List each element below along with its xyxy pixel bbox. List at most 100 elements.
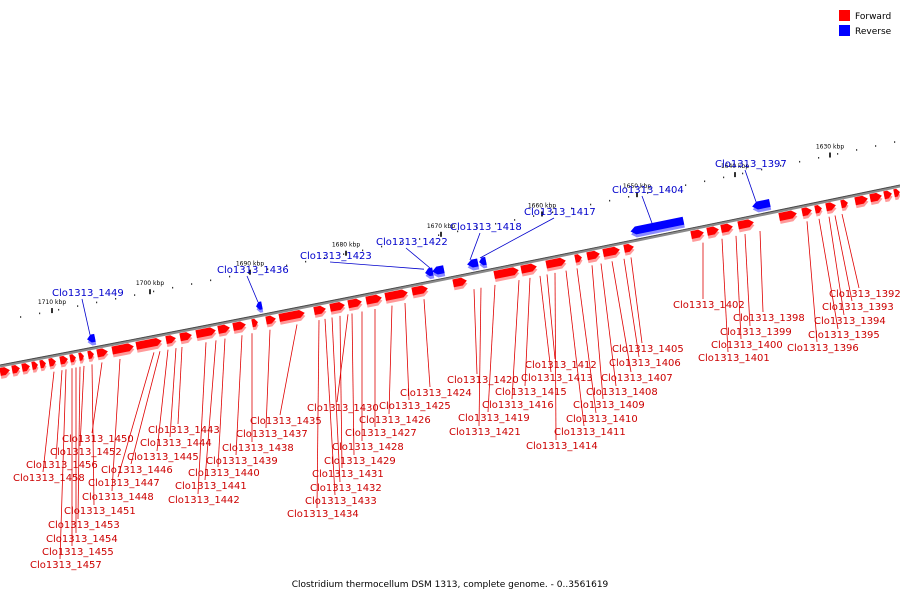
gene-feature[interactable] [545,257,567,272]
gene-feature[interactable] [854,195,869,209]
gene-feature[interactable] [87,350,95,363]
gene-feature[interactable] [778,209,798,224]
gene-feature[interactable] [737,218,755,233]
gene-feature[interactable] [165,334,177,347]
gene-feature[interactable] [329,301,346,315]
gene-label-clo1313-1413[interactable]: Clo1313_1413 [521,373,593,384]
gene-label-clo1313-1428[interactable]: Clo1313_1428 [332,442,404,453]
gene-label-clo1313-1400[interactable]: Clo1313_1400 [711,340,783,351]
gene-label-clo1313-1395[interactable]: Clo1313_1395 [808,330,880,341]
gene-feature[interactable] [893,188,900,201]
gene-label-clo1313-1420[interactable]: Clo1313_1420 [447,375,519,386]
gene-label-clo1313-1392[interactable]: Clo1313_1392 [829,289,900,300]
gene-feature[interactable] [623,243,635,256]
gene-label-clo1313-1396[interactable]: Clo1313_1396 [787,343,859,354]
gene-label-clo1313-1433[interactable]: Clo1313_1433 [305,496,377,507]
gene-feature[interactable] [278,309,306,325]
gene-feature[interactable] [232,321,247,334]
gene-label-clo1313-1399[interactable]: Clo1313_1399 [720,327,792,338]
gene-label-clo1313-1451[interactable]: Clo1313_1451 [64,506,136,517]
gene-label-clo1313-1412[interactable]: Clo1313_1412 [525,360,597,371]
gene-feature[interactable] [452,277,468,291]
gene-label-clo1313-1419[interactable]: Clo1313_1419 [458,413,530,424]
gene-label-clo1313-1404[interactable]: Clo1313_1404 [612,185,684,196]
gene-feature[interactable] [574,253,583,266]
gene-label-clo1313-1397[interactable]: Clo1313_1397 [715,159,787,170]
gene-feature[interactable] [179,331,193,345]
gene-feature[interactable] [21,362,31,375]
gene-label-clo1313-1456[interactable]: Clo1313_1456 [26,460,98,471]
gene-label-clo1313-1411[interactable]: Clo1313_1411 [554,427,626,438]
gene-feature[interactable] [840,199,849,212]
gene-label-clo1313-1422[interactable]: Clo1313_1422 [376,237,448,248]
gene-feature[interactable] [602,246,621,260]
gene-label-clo1313-1437[interactable]: Clo1313_1437 [236,429,308,440]
gene-feature[interactable] [520,263,538,277]
gene-feature[interactable] [825,201,837,215]
gene-label-clo1313-1406[interactable]: Clo1313_1406 [609,358,681,369]
gene-feature[interactable] [31,361,39,373]
gene-label-clo1313-1394[interactable]: Clo1313_1394 [814,316,886,327]
gene-feature[interactable] [411,285,429,299]
gene-label-clo1313-1440[interactable]: Clo1313_1440 [188,468,260,479]
gene-label-clo1313-1439[interactable]: Clo1313_1439 [206,456,278,467]
gene-feature[interactable] [720,223,734,236]
gene-feature[interactable] [365,294,383,308]
gene-label-clo1313-1444[interactable]: Clo1313_1444 [140,438,212,449]
gene-feature[interactable] [883,190,893,203]
gene-feature[interactable] [424,267,435,280]
gene-feature[interactable] [265,315,277,328]
gene-label-clo1313-1431[interactable]: Clo1313_1431 [312,469,384,480]
gene-label-clo1313-1446[interactable]: Clo1313_1446 [101,465,173,476]
gene-label-clo1313-1448[interactable]: Clo1313_1448 [82,492,154,503]
gene-label-clo1313-1457[interactable]: Clo1313_1457 [30,560,102,571]
gene-label-clo1313-1442[interactable]: Clo1313_1442 [168,495,240,506]
gene-label-clo1313-1405[interactable]: Clo1313_1405 [612,344,684,355]
gene-feature[interactable] [11,364,21,377]
gene-label-clo1313-1441[interactable]: Clo1313_1441 [175,481,247,492]
gene-feature[interactable] [135,337,163,353]
gene-feature[interactable] [251,318,259,331]
gene-label-clo1313-1436[interactable]: Clo1313_1436 [217,265,289,276]
gene-feature[interactable] [814,204,823,217]
gene-label-clo1313-1455[interactable]: Clo1313_1455 [42,547,114,558]
gene-feature[interactable] [313,305,327,318]
gene-feature[interactable] [478,256,488,269]
gene-label-clo1313-1435[interactable]: Clo1313_1435 [250,416,322,427]
gene-feature[interactable] [39,359,47,372]
gene-label-clo1313-1423[interactable]: Clo1313_1423 [300,251,372,262]
gene-label-clo1313-1417[interactable]: Clo1313_1417 [524,207,596,218]
gene-label-clo1313-1393[interactable]: Clo1313_1393 [822,302,894,313]
gene-label-clo1313-1426[interactable]: Clo1313_1426 [359,415,431,426]
gene-label-clo1313-1445[interactable]: Clo1313_1445 [127,452,199,463]
gene-label-clo1313-1407[interactable]: Clo1313_1407 [601,373,673,384]
gene-feature[interactable] [195,326,217,342]
gene-feature[interactable] [869,192,883,206]
gene-label-clo1313-1450[interactable]: Clo1313_1450 [62,434,134,445]
gene-label-clo1313-1432[interactable]: Clo1313_1432 [310,483,382,494]
gene-feature[interactable] [586,250,601,264]
gene-feature[interactable] [466,258,480,271]
gene-feature[interactable] [431,265,446,278]
gene-label-clo1313-1414[interactable]: Clo1313_1414 [526,441,598,452]
gene-label-clo1313-1454[interactable]: Clo1313_1454 [46,534,118,545]
gene-label-clo1313-1425[interactable]: Clo1313_1425 [379,401,451,412]
gene-label-clo1313-1429[interactable]: Clo1313_1429 [324,456,396,467]
gene-feature[interactable] [78,352,85,364]
gene-feature[interactable] [630,216,685,239]
gene-label-clo1313-1427[interactable]: Clo1313_1427 [345,428,417,439]
gene-feature[interactable] [255,301,264,313]
gene-feature[interactable] [69,354,77,366]
gene-label-clo1313-1410[interactable]: Clo1313_1410 [566,414,638,425]
gene-label-clo1313-1402[interactable]: Clo1313_1402 [673,300,745,311]
gene-label-clo1313-1443[interactable]: Clo1313_1443 [148,425,220,436]
gene-label-clo1313-1415[interactable]: Clo1313_1415 [495,387,567,398]
gene-label-clo1313-1458[interactable]: Clo1313_1458 [13,473,85,484]
gene-label-clo1313-1398[interactable]: Clo1313_1398 [733,313,805,324]
gene-label-clo1313-1421[interactable]: Clo1313_1421 [449,427,521,438]
gene-feature[interactable] [751,199,772,213]
gene-label-clo1313-1452[interactable]: Clo1313_1452 [50,447,122,458]
gene-label-clo1313-1408[interactable]: Clo1313_1408 [586,387,658,398]
gene-feature[interactable] [347,298,363,312]
gene-label-clo1313-1424[interactable]: Clo1313_1424 [400,388,472,399]
